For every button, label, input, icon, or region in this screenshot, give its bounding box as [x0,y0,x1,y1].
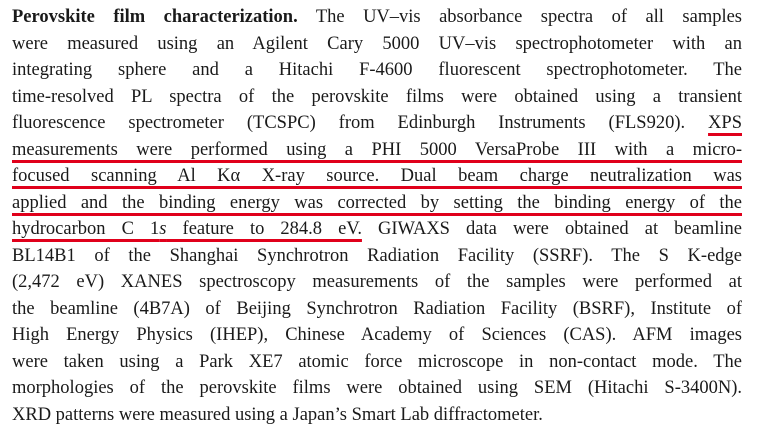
highlighted-text: feature to 284.8 eV. [166,219,362,239]
line: hydrocarbon C 1s feature to 284.8 eV. GI… [12,216,742,243]
text: XRD patterns were measured using a Japan… [12,404,543,425]
line: integrating sphere and a Hitachi F-4600 … [12,57,742,84]
line: morphologies of the perovskite films wer… [12,375,742,402]
text: BL14B1 of the Shanghai Synchrotron Radia… [12,245,742,266]
line: Perovskite film characterization. The UV… [12,4,742,31]
text: The UV–vis absorbance spectra of all sam… [297,7,742,27]
text: were measured using an Agilent Cary 5000… [12,33,742,54]
text: the beamline (4B7A) of Beijing Synchrotr… [12,298,742,319]
line: High Energy Physics (IHEP), Chinese Acad… [12,322,742,349]
text: fluorescence spectrometer (TCSPC) from E… [12,113,709,133]
line: time-resolved PL spectra of the perovski… [12,84,742,111]
heading: Perovskite film characterization. [12,7,298,27]
line: the beamline (4B7A) of Beijing Synchrotr… [12,296,742,323]
text: were taken using a Park XE7 atomic force… [12,351,742,372]
text: High Energy Physics (IHEP), Chinese Acad… [12,325,742,345]
line: (2,472 eV) XANES spectroscopy measuremen… [12,269,742,296]
text: time-resolved PL spectra of the perovski… [12,86,742,107]
line: focused scanning Al Kα X-ray source. Dua… [12,163,742,190]
line: were taken using a Park XE7 atomic force… [12,349,742,376]
line: measurements were performed using a PHI … [12,137,742,164]
line: fluorescence spectrometer (TCSPC) from E… [12,110,742,137]
text: GIWAXS data were obtained at beamline [361,219,742,239]
line: XRD patterns were measured using a Japan… [12,402,742,429]
line: applied and the binding energy was corre… [12,190,742,217]
highlighted-text: measurements were performed using a PHI … [12,139,742,160]
line: BL14B1 of the Shanghai Synchrotron Radia… [12,243,742,270]
highlighted-text: applied and the binding energy was corre… [12,192,742,213]
highlighted-text: XPS [708,113,742,133]
text: morphologies of the perovskite films wer… [12,378,742,398]
highlighted-text: focused scanning Al Kα X-ray source. Dua… [12,166,742,186]
text: (2,472 eV) XANES spectroscopy measuremen… [12,272,742,292]
paragraph: Perovskite film characterization. The UV… [12,4,742,428]
highlighted-text: s [159,219,167,239]
line: were measured using an Agilent Cary 5000… [12,31,742,58]
highlighted-text: hydrocarbon C 1 [12,219,160,239]
text: integrating sphere and a Hitachi F-4600 … [12,60,742,80]
